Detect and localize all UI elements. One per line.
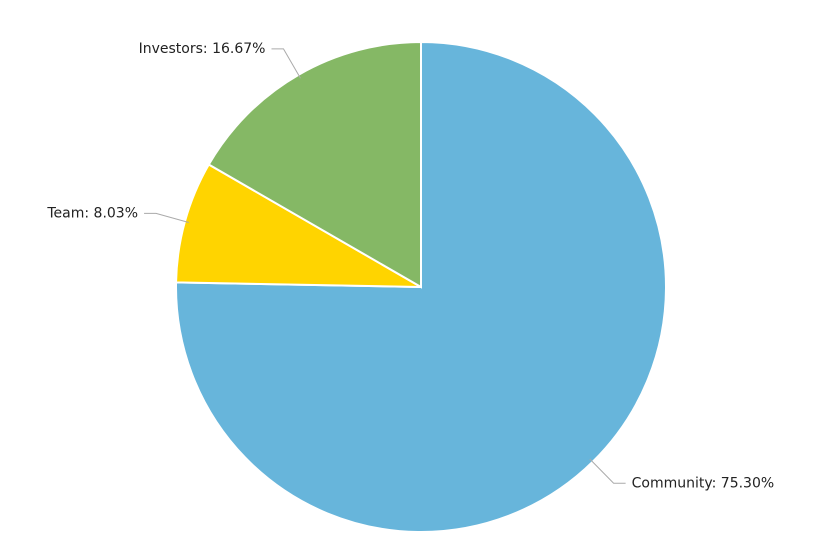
leader-line xyxy=(144,212,189,223)
leader-line xyxy=(589,458,626,484)
leader-line xyxy=(271,48,301,79)
slice-label: Team: 8.03% xyxy=(46,205,138,221)
slice-label: Community: 75.30% xyxy=(632,475,775,491)
slice-label: Investors: 16.67% xyxy=(139,41,266,57)
